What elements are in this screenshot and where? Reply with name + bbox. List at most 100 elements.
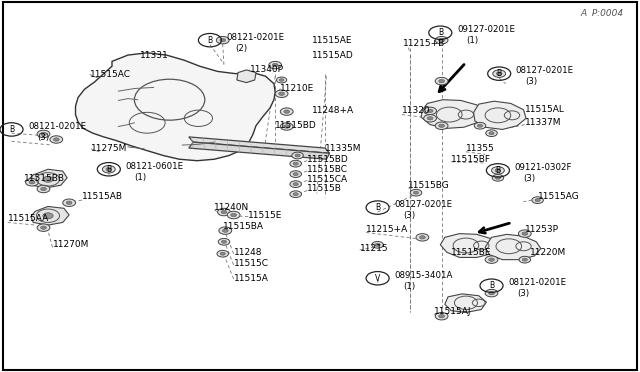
Text: (3): (3)	[403, 211, 415, 220]
Circle shape	[217, 250, 228, 257]
Circle shape	[221, 240, 227, 243]
Text: B: B	[9, 125, 14, 134]
Circle shape	[439, 124, 444, 127]
Text: 11515AG: 11515AG	[538, 192, 579, 201]
Text: 11515AE: 11515AE	[312, 36, 352, 45]
Text: 11270M: 11270M	[52, 240, 89, 249]
Text: B: B	[375, 203, 380, 212]
Circle shape	[375, 243, 380, 246]
Text: 11515C: 11515C	[234, 259, 269, 268]
Circle shape	[489, 292, 495, 295]
Text: 11275M: 11275M	[91, 144, 127, 153]
Circle shape	[535, 199, 540, 202]
Circle shape	[279, 92, 285, 95]
Text: (3): (3)	[517, 289, 529, 298]
Polygon shape	[474, 101, 526, 129]
Circle shape	[284, 125, 290, 128]
Circle shape	[489, 132, 494, 135]
Text: 11331: 11331	[140, 51, 168, 60]
Circle shape	[486, 130, 497, 137]
Text: (1): (1)	[466, 36, 478, 45]
Circle shape	[292, 152, 303, 159]
Circle shape	[37, 224, 50, 231]
Text: 11515AC: 11515AC	[90, 70, 131, 79]
Circle shape	[439, 314, 444, 318]
Circle shape	[43, 176, 53, 182]
Text: B: B	[489, 281, 494, 290]
Circle shape	[290, 160, 301, 167]
Circle shape	[293, 162, 298, 165]
Circle shape	[439, 38, 444, 42]
Circle shape	[26, 179, 38, 186]
Circle shape	[273, 64, 278, 67]
Text: 08121-0201E: 08121-0201E	[28, 122, 86, 131]
Text: 11337M: 11337M	[525, 118, 561, 127]
Text: 08127-0201E: 08127-0201E	[394, 200, 452, 209]
Text: 11515AL: 11515AL	[525, 105, 564, 114]
Polygon shape	[445, 294, 486, 312]
Text: (1): (1)	[134, 173, 147, 182]
Circle shape	[53, 138, 59, 141]
Circle shape	[519, 256, 531, 263]
Text: 11515BD: 11515BD	[307, 155, 349, 164]
Circle shape	[290, 191, 301, 198]
Text: (3): (3)	[37, 133, 49, 142]
Text: 11515A: 11515A	[234, 274, 268, 283]
Text: (1): (1)	[403, 282, 415, 291]
Circle shape	[439, 80, 444, 83]
Text: 11215+A: 11215+A	[366, 225, 408, 234]
Text: 11220M: 11220M	[530, 248, 566, 257]
Circle shape	[284, 110, 290, 113]
Text: 11515BD: 11515BD	[275, 121, 317, 130]
Circle shape	[37, 130, 50, 138]
Text: 11215: 11215	[360, 244, 388, 253]
Circle shape	[522, 258, 527, 261]
Circle shape	[106, 167, 112, 171]
Circle shape	[41, 226, 47, 229]
Text: 11210E: 11210E	[280, 84, 315, 93]
Circle shape	[102, 166, 115, 173]
Circle shape	[280, 123, 293, 130]
Circle shape	[492, 167, 504, 174]
Polygon shape	[76, 53, 275, 161]
Circle shape	[435, 36, 448, 44]
Text: 08121-0201E: 08121-0201E	[508, 278, 566, 287]
Circle shape	[435, 312, 448, 320]
Circle shape	[67, 201, 72, 205]
Circle shape	[435, 122, 448, 129]
Text: B: B	[438, 28, 443, 37]
Text: 08121-0601E: 08121-0601E	[125, 162, 184, 171]
Circle shape	[231, 213, 237, 217]
Text: 11355: 11355	[466, 144, 495, 153]
Circle shape	[495, 176, 500, 179]
Circle shape	[220, 252, 225, 255]
Polygon shape	[31, 206, 69, 225]
Circle shape	[492, 174, 504, 181]
Polygon shape	[440, 234, 498, 257]
Text: 11248: 11248	[234, 248, 262, 257]
Circle shape	[41, 187, 47, 190]
Circle shape	[293, 193, 298, 196]
Circle shape	[522, 232, 527, 235]
Circle shape	[410, 189, 422, 196]
Circle shape	[293, 173, 298, 176]
Text: 11240N: 11240N	[214, 203, 250, 212]
Circle shape	[485, 289, 498, 297]
Circle shape	[280, 108, 293, 115]
Circle shape	[428, 116, 433, 120]
Polygon shape	[485, 234, 541, 260]
Text: B: B	[497, 69, 502, 78]
Circle shape	[485, 256, 498, 263]
Polygon shape	[189, 137, 330, 153]
Circle shape	[424, 115, 436, 122]
Polygon shape	[421, 100, 485, 128]
Circle shape	[63, 199, 76, 206]
Text: 08915-3401A: 08915-3401A	[394, 271, 452, 280]
Circle shape	[435, 77, 448, 85]
Circle shape	[216, 36, 229, 44]
Circle shape	[372, 241, 383, 248]
Text: 11515BB: 11515BB	[24, 174, 65, 183]
Circle shape	[43, 213, 53, 219]
Text: 08121-0201E: 08121-0201E	[227, 33, 285, 42]
Text: 11515BF: 11515BF	[451, 155, 492, 164]
